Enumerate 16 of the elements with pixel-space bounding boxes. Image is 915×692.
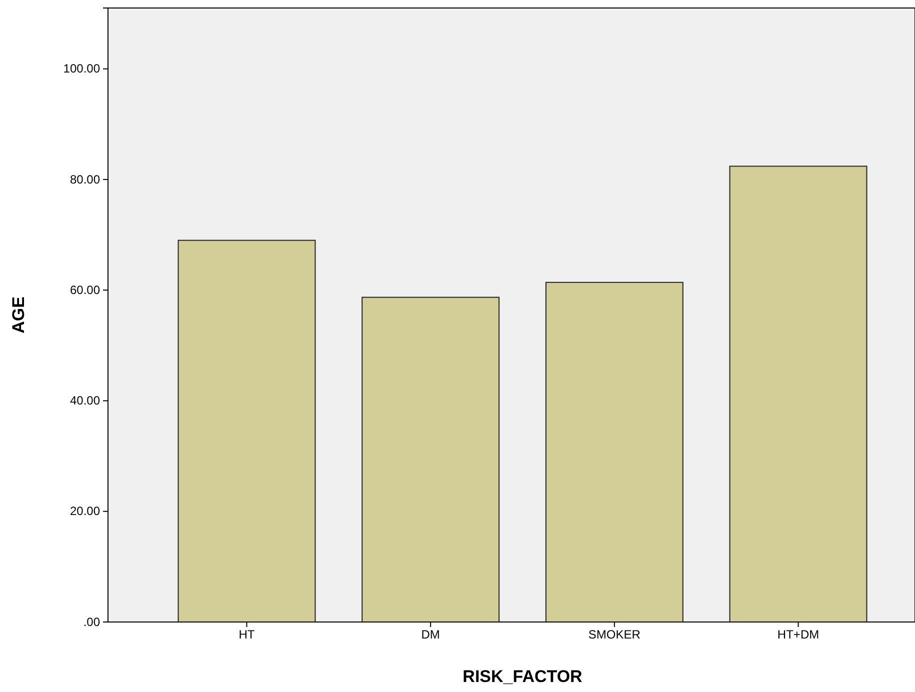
bar	[362, 296, 500, 622]
y-tick-label: 60.00	[70, 282, 100, 297]
x-tick-label: HT	[238, 628, 256, 642]
x-axis-title: RISK_FACTOR	[462, 667, 582, 686]
y-tick-label: 100.00	[63, 62, 100, 76]
y-tick-label: .00	[83, 614, 100, 629]
bar	[178, 240, 316, 622]
x-tick-label: DM	[421, 628, 440, 642]
bar	[545, 282, 684, 622]
y-axis-title: AGE	[9, 296, 28, 334]
y-tick-label: 20.00	[70, 504, 100, 518]
x-tick-label: HT+DM	[777, 628, 820, 642]
y-tick-label: 40.00	[70, 394, 100, 408]
y-tick-label: 80.00	[70, 172, 100, 186]
bar	[729, 166, 868, 622]
x-tick-label: SMOKER	[588, 628, 641, 642]
